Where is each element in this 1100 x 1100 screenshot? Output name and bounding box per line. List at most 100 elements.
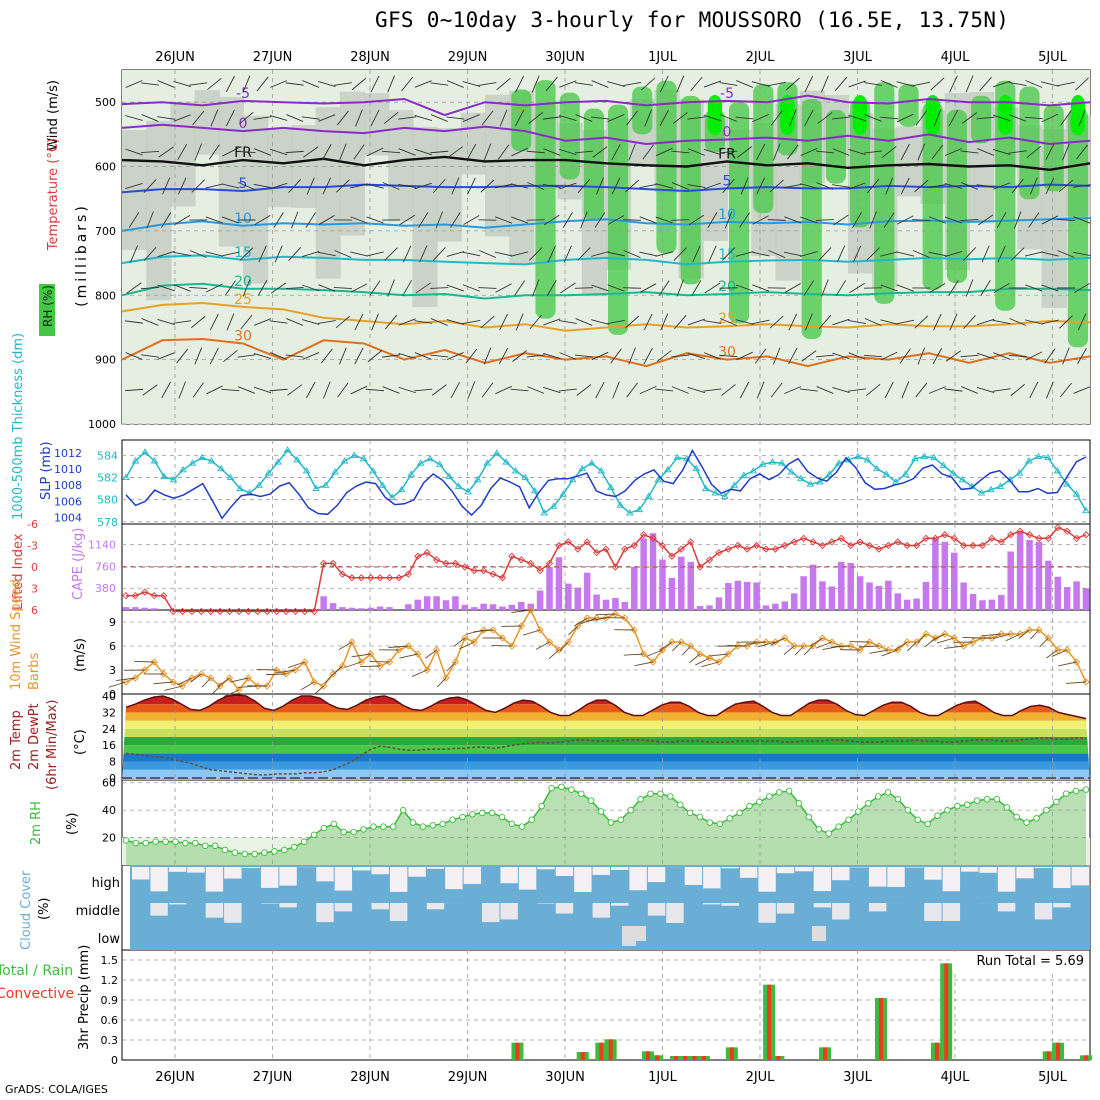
wind-barb: [591, 80, 609, 88]
temp-band: [122, 737, 1090, 746]
isotherm-label: FR: [718, 146, 736, 162]
wind-barb: [703, 320, 722, 324]
wind-barb: [735, 284, 754, 292]
surface-wind-barb: [595, 613, 616, 616]
wind-barb: [353, 144, 365, 160]
cloud-high-block: [776, 867, 795, 874]
wind-barb: [336, 110, 349, 126]
wind-barb: [852, 211, 862, 229]
wind-speed-point: [480, 626, 488, 634]
cape-bar: [772, 603, 779, 610]
wind-speed-point: [122, 678, 130, 686]
rh2m-point: [261, 849, 268, 856]
rh2m-point: [607, 819, 615, 826]
rh-tick-label: 20: [102, 832, 116, 845]
cape-bar: [1063, 587, 1071, 610]
wind-barb: [655, 388, 674, 392]
surface-wind-barb: [134, 660, 155, 663]
wind-speed-point: [988, 634, 996, 642]
rh2m-point: [409, 819, 417, 826]
cape-bar: [489, 604, 497, 610]
surface-wind-barb: [634, 661, 654, 667]
thickness-point: [217, 464, 225, 472]
wind-barb: [931, 144, 944, 160]
wind-barb: [591, 251, 609, 257]
wind-barb: [354, 347, 364, 365]
wind-barb: [912, 219, 931, 221]
isotherm-label: 25: [234, 292, 252, 308]
wind-barb: [402, 279, 413, 297]
wind-barb: [529, 247, 543, 261]
lifted-index-line: [126, 526, 1087, 613]
cape-bar: [725, 583, 732, 610]
wind-barb: [883, 212, 895, 228]
wind-barb: [944, 183, 963, 189]
wind-barb: [784, 386, 802, 394]
thickness-point: [169, 475, 178, 483]
thickness-point: [321, 481, 330, 488]
wind-barb: [399, 214, 416, 226]
wind-barb: [673, 247, 687, 261]
wind-barb: [462, 114, 480, 122]
cloud-high-block: [574, 867, 592, 892]
wind-barb: [977, 214, 994, 226]
cloud-high-block: [611, 867, 629, 870]
rh-shading-gray: [291, 125, 317, 208]
cape-bar: [941, 541, 949, 610]
wind-barb: [543, 318, 561, 326]
wind-barb: [446, 352, 464, 360]
rh2m-point: [676, 801, 684, 808]
rh2m-point: [855, 808, 862, 815]
lifted-index-point: [790, 538, 798, 546]
wind-barb: [751, 81, 770, 87]
cloud-high-block: [647, 867, 666, 883]
lifted-index-point: [489, 570, 497, 578]
cape-bar: [894, 593, 902, 610]
cape-tick-label: 760: [95, 560, 116, 573]
wind-barb: [254, 214, 271, 226]
surface-wind-barb: [672, 641, 682, 652]
cloud-mid-block: [1053, 903, 1071, 908]
rh2m-point: [944, 806, 951, 814]
wind-barb: [639, 251, 658, 257]
lifted-index-point: [263, 607, 271, 616]
wind-barb: [643, 347, 653, 365]
page-title: GFS 0~10day 3-hourly for MOUSSORO (16.5E…: [375, 8, 1010, 32]
wind-barb: [821, 75, 829, 93]
wind-speed-point: [527, 606, 535, 614]
temp-band: [122, 777, 1090, 780]
wind-barb: [930, 77, 945, 91]
thickness-point: [721, 492, 729, 499]
wind-barb: [366, 216, 384, 224]
date-label-bottom: 4JUL: [941, 1070, 971, 1085]
rh2m-point: [419, 823, 427, 830]
rh-area: [126, 786, 1086, 865]
wind-barb: [270, 80, 288, 88]
lifted-index-point: [235, 607, 243, 616]
wind-barb: [158, 146, 174, 158]
lifted-index-point: [743, 545, 751, 553]
wind-barb: [979, 76, 992, 92]
wind-barb: [783, 251, 802, 257]
wind-barb: [529, 314, 542, 330]
thickness-point: [122, 473, 130, 481]
surface-wind-barb: [894, 641, 908, 651]
cape-bar: [1007, 551, 1014, 610]
wind-barb: [992, 148, 1011, 156]
pressure-tick-label: 500: [95, 96, 116, 109]
cape-bar: [518, 601, 525, 610]
wind-barb-title: Barbs: [27, 653, 42, 690]
cape-bar: [678, 556, 685, 610]
wind-barb: [607, 284, 625, 292]
wind-barb: [478, 287, 497, 289]
rh2m-point: [192, 839, 199, 847]
wind-barb: [607, 215, 625, 225]
wind-barb: [124, 388, 144, 392]
wind-speed-point: [771, 638, 780, 646]
lifted-index-point: [1072, 534, 1081, 542]
wind-barb: [547, 245, 556, 263]
isotherm-label: 30: [234, 329, 252, 345]
rh-shading-green: [874, 82, 895, 304]
surface-wind-barb: [981, 633, 1002, 637]
rh2m-point: [350, 828, 357, 836]
